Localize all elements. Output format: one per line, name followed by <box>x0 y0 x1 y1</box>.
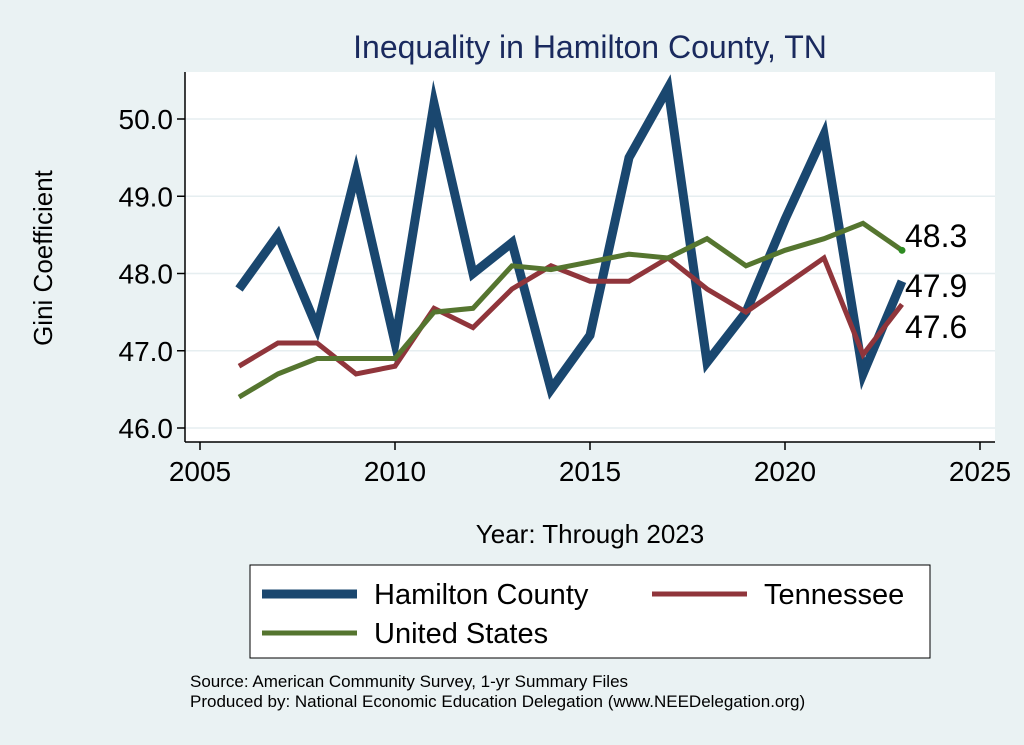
y-tick-label: 46.0 <box>119 413 174 444</box>
x-axis-label: Year: Through 2023 <box>476 519 704 549</box>
producer-note: Produced by: National Economic Education… <box>190 692 805 711</box>
y-ticks: 46.0 47.0 48.0 49.0 50.0 <box>119 104 185 444</box>
legend-label-united-states: United States <box>374 618 548 650</box>
y-tick-label: 50.0 <box>119 104 174 135</box>
x-tick-label: 2020 <box>754 456 816 487</box>
end-label-united-states: 48.3 <box>905 218 967 254</box>
series-line-hamilton-county <box>235 74 907 400</box>
source-note: Source: American Community Survey, 1-yr … <box>190 672 628 691</box>
y-axis-label: Gini Coefficient <box>28 169 58 346</box>
series-lines <box>235 74 907 400</box>
x-ticks: 2005 2010 2015 2020 2025 <box>169 442 1011 487</box>
x-tick-label: 2015 <box>559 456 621 487</box>
legend-box <box>249 564 931 659</box>
x-tick-label: 2010 <box>364 456 426 487</box>
legend-label-hamilton-county: Hamilton County <box>374 579 589 611</box>
chart-title: Inequality in Hamilton County, TN <box>353 29 827 65</box>
end-label-hamilton-county: 47.9 <box>905 268 967 304</box>
y-tick-label: 49.0 <box>119 181 174 212</box>
legend-label-tennessee: Tennessee <box>764 579 904 611</box>
gridlines <box>185 118 995 429</box>
legend: Hamilton County Tennessee United States <box>249 564 931 659</box>
end-label-tennessee: 47.6 <box>905 309 967 345</box>
plot-area <box>185 72 995 442</box>
end-point-united-states <box>898 246 906 254</box>
x-tick-label: 2025 <box>949 456 1011 487</box>
x-tick-label: 2005 <box>169 456 231 487</box>
series-line-tennessee <box>237 254 904 377</box>
end-labels: 47.9 47.6 48.3 <box>905 218 967 345</box>
series-line-united-states <box>237 220 904 400</box>
y-tick-label: 47.0 <box>119 336 174 367</box>
y-tick-label: 48.0 <box>119 259 174 290</box>
